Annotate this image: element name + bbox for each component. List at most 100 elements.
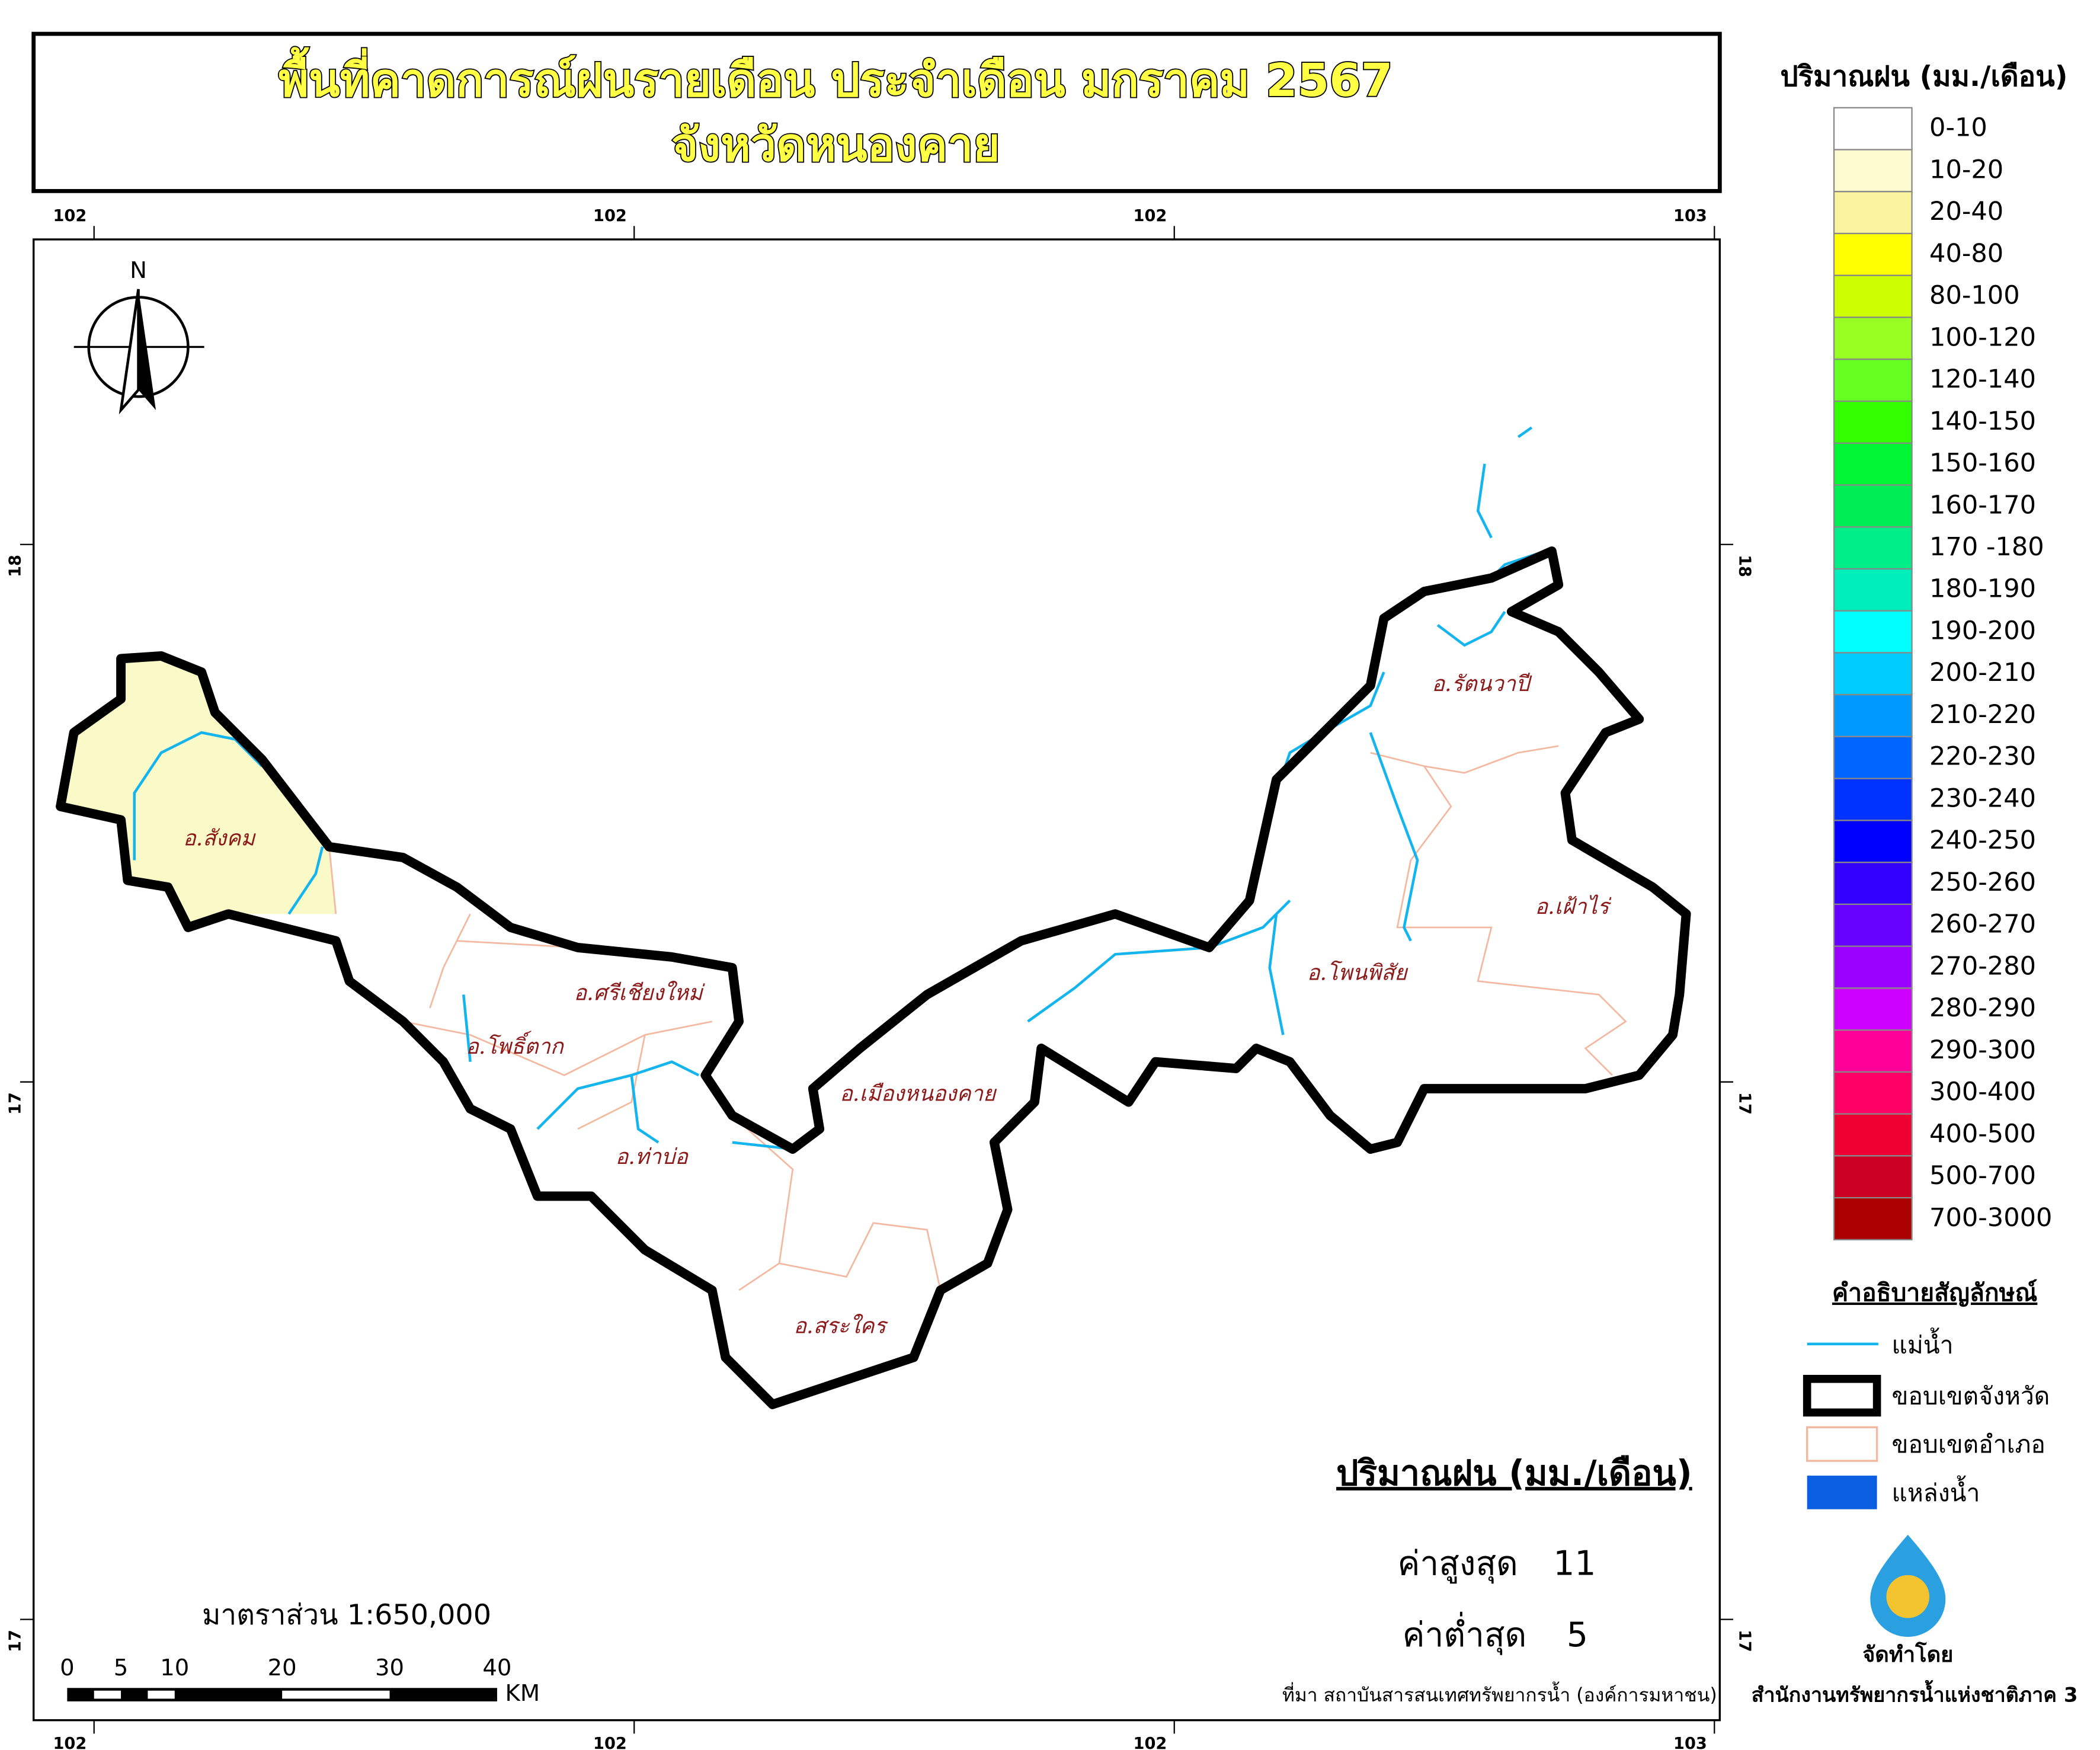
coord-label: 17 <box>1736 1630 1754 1652</box>
legend-swatch <box>1833 484 1913 528</box>
legend-label: 120-140 <box>1929 364 2036 394</box>
producer-label: จัดทำโดย <box>1862 1642 1953 1667</box>
legend-swatch <box>1833 149 1913 193</box>
legend-label: 150-160 <box>1929 449 2036 478</box>
legend-swatch <box>1833 232 1913 276</box>
max-value: 11 <box>1553 1544 1596 1583</box>
legend-swatch <box>1833 903 1913 947</box>
scale-tick-label: 5 <box>114 1655 129 1681</box>
legend-swatch <box>1833 1071 1913 1115</box>
coord-label: 18 <box>1736 555 1754 577</box>
scale-tick-label: 10 <box>160 1655 189 1681</box>
map: อ.สังคมอ.ศรีเชียงใหม่อ.โพธิ์ตากอ.ท่าบ่ออ… <box>56 426 1691 1409</box>
legend-label: 200-210 <box>1929 658 2036 687</box>
legend-swatch <box>1833 820 1913 863</box>
province-symbol <box>1803 1374 1881 1417</box>
coord-label: 102 <box>1134 207 1167 225</box>
legend-label: 250-260 <box>1929 868 2036 897</box>
legend-label: 140-150 <box>1929 407 2036 436</box>
legend-label: 500-700 <box>1929 1161 2036 1191</box>
symbol-label: แม่น้ำ <box>1892 1327 1954 1359</box>
symbol-legend-title: คำอธิบายสัญลักษณ์ <box>1832 1278 2037 1307</box>
north-label: N <box>130 257 147 284</box>
legend-swatch <box>1833 1197 1913 1241</box>
subtitle: จังหวัดหนองคาย <box>671 119 1000 172</box>
coord-label: 102 <box>593 1735 627 1750</box>
scale-tick-label: 40 <box>482 1655 511 1681</box>
legend-title: ปริมาณฝน (มม./เดือน) <box>1780 60 2067 93</box>
legend-label: 260-270 <box>1929 910 2036 939</box>
legend-swatch <box>1833 610 1913 654</box>
district-label: อ.รัตนวาปี <box>1432 671 1532 696</box>
legend-label: 40-80 <box>1929 239 2003 268</box>
title: พื้นที่คาดการณ์ฝนรายเดือน ประจำเดือน มกร… <box>278 47 1392 107</box>
legend-swatch <box>1833 1155 1913 1199</box>
symbol-label: ขอบเขตจังหวัด <box>1892 1382 2050 1410</box>
district-symbol <box>1806 1426 1878 1462</box>
title-box <box>31 31 1722 193</box>
legend-label: 20-40 <box>1929 197 2003 226</box>
legend-label: 220-230 <box>1929 742 2036 772</box>
min-value: 5 <box>1567 1615 1588 1655</box>
legend-swatch <box>1833 191 1913 235</box>
scale-unit: KM <box>505 1680 540 1707</box>
legend-label: 10-20 <box>1929 155 2003 184</box>
legend-swatch <box>1833 400 1913 444</box>
district-label: อ.สระใคร <box>793 1313 888 1339</box>
legend-swatch <box>1833 862 1913 906</box>
legend-swatch <box>1833 945 1913 989</box>
legend-label: 160-170 <box>1929 490 2036 520</box>
scale-tick-label: 30 <box>375 1655 404 1681</box>
legend-label: 190-200 <box>1929 616 2036 646</box>
legend-label: 210-220 <box>1929 700 2036 730</box>
district-label: อ.เมืองหนองคาย <box>840 1080 997 1106</box>
legend-swatch <box>1833 568 1913 612</box>
coord-label: 18 <box>7 555 25 577</box>
max-label: ค่าสูงสุด <box>1397 1544 1518 1584</box>
legend-label: 400-500 <box>1929 1119 2036 1148</box>
district-label: อ.ศรีเชียงใหม่ <box>574 980 705 1005</box>
logo <box>1870 1534 1946 1637</box>
district-label: อ.เฝ้าไร่ <box>1535 894 1612 919</box>
district-label: อ.สังคม <box>183 826 256 851</box>
district-label: อ.โพธิ์ตาก <box>466 1031 565 1059</box>
legend-swatch <box>1833 359 1913 402</box>
legend-label: 230-240 <box>1929 783 2036 813</box>
legend-swatch <box>1833 1113 1913 1157</box>
scale-label: มาตราส่วน 1:650,000 <box>202 1599 491 1631</box>
coord-label: 17 <box>7 1630 25 1652</box>
legend-swatch <box>1833 735 1913 779</box>
province-boundary <box>56 546 1691 1409</box>
producer-name: สำนักงานทรัพยากรน้ำแห่งชาติภาค 3 <box>1752 1679 2078 1707</box>
legend-swatch <box>1833 1029 1913 1073</box>
legend-swatch <box>1833 442 1913 486</box>
legend-label: 290-300 <box>1929 1035 2036 1065</box>
waterbody-symbol <box>1807 1476 1877 1509</box>
coord-label: 102 <box>53 1735 87 1750</box>
legend-label: 170 -180 <box>1929 532 2044 562</box>
min-label: ค่าต่ำสุด <box>1403 1612 1527 1655</box>
coord-label: 102 <box>53 207 87 225</box>
coord-label: 102 <box>1134 1735 1167 1750</box>
legend-swatch <box>1833 316 1913 360</box>
symbol-label: แหล่งน้ำ <box>1892 1475 1980 1507</box>
legend-swatch <box>1833 652 1913 696</box>
legend-swatch <box>1833 694 1913 738</box>
symbol-label: ขอบเขตอำเภอ <box>1892 1430 2045 1458</box>
legend-swatch <box>1833 778 1913 821</box>
district-label: อ.ท่าบ่อ <box>616 1144 690 1169</box>
district-boundary <box>328 745 1627 1291</box>
legend-label: 280-290 <box>1929 993 2036 1023</box>
scale-tick-label: 20 <box>268 1655 297 1681</box>
stats-title: ปริมาณฝน (มม./เดือน) <box>1336 1453 1692 1493</box>
river <box>133 426 1546 1151</box>
legend-swatch <box>1833 274 1913 318</box>
legend-label: 180-190 <box>1929 574 2036 604</box>
legend-label: 240-250 <box>1929 826 2036 855</box>
coord-label: 103 <box>1673 207 1707 225</box>
source: ที่มา สถาบันสารสนเทศทรัพยากรน้ำ (องค์การ… <box>1282 1681 1717 1706</box>
coord-label: 103 <box>1673 1735 1707 1750</box>
legend-label: 270-280 <box>1929 951 2036 981</box>
legend-swatch <box>1833 107 1913 151</box>
